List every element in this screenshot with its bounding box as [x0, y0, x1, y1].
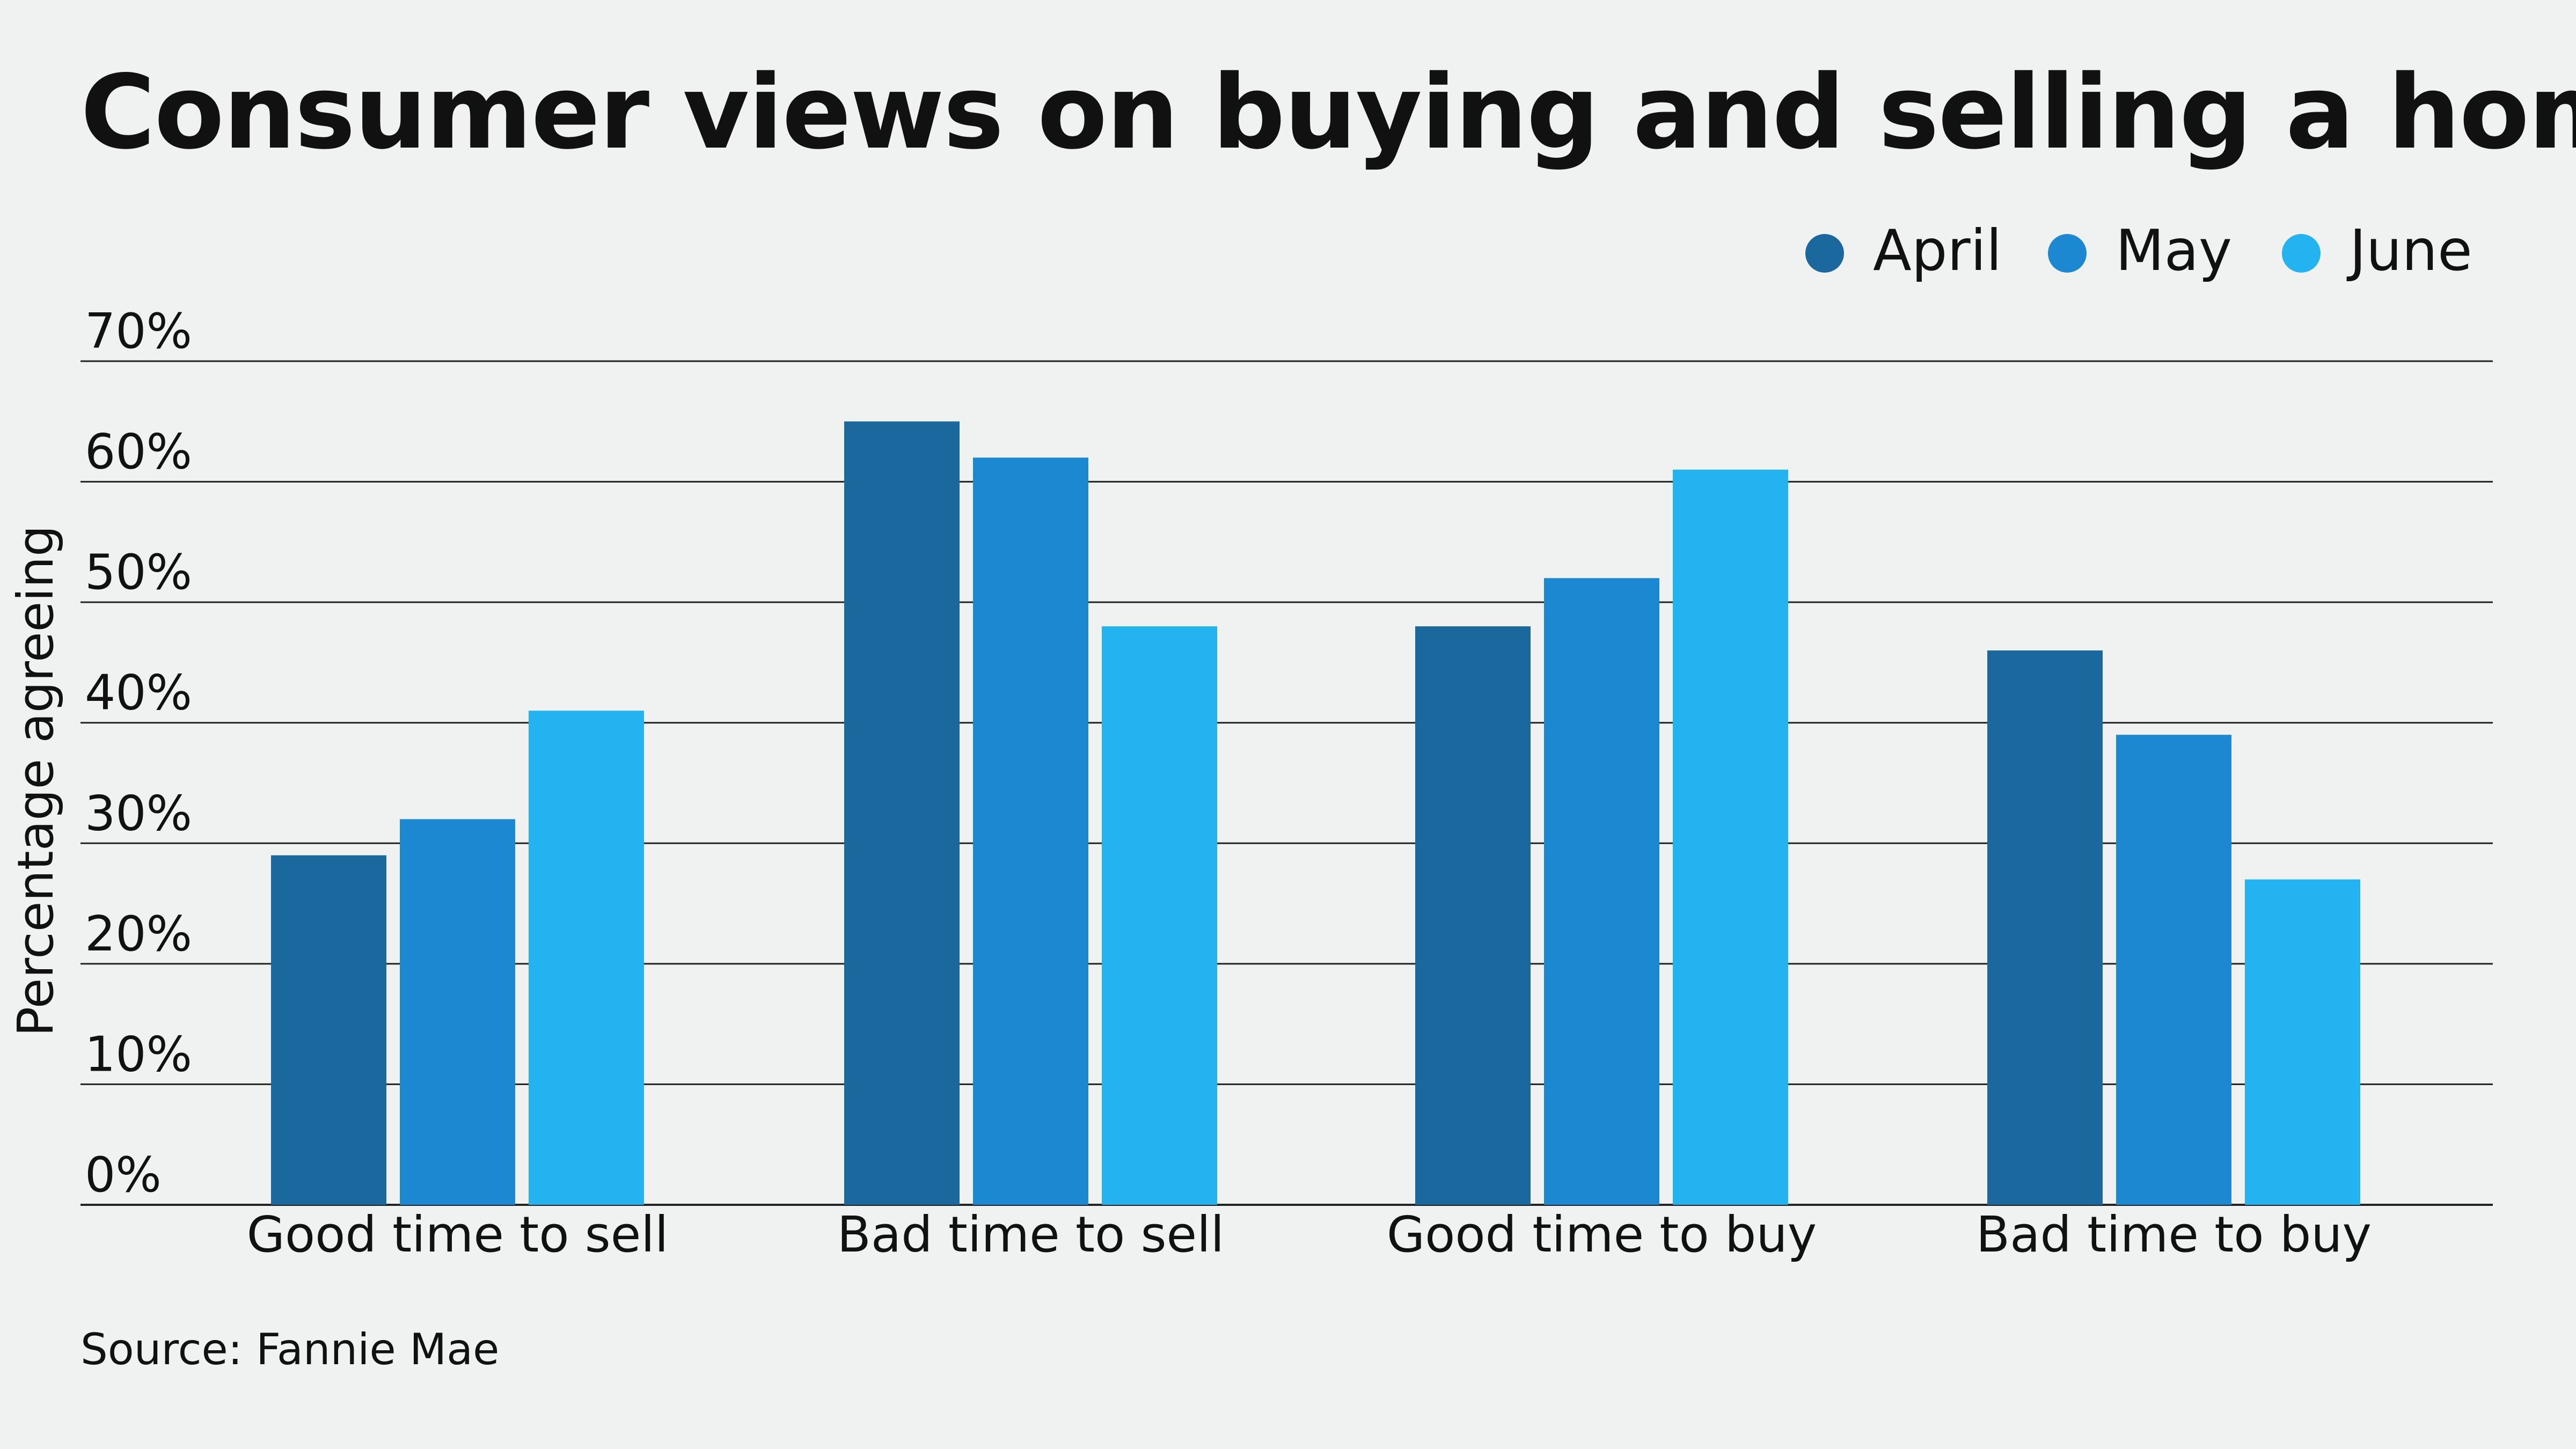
source-note: Source: Fannie Mae: [80, 1324, 500, 1374]
bar-april: [271, 855, 386, 1205]
bar-april: [1415, 626, 1531, 1205]
y-tick-label: 0%: [85, 1147, 162, 1203]
chart-title: Consumer views on buying and selling a h…: [80, 53, 2576, 172]
legend-label: May: [2116, 218, 2232, 283]
y-tick-label: 20%: [85, 906, 192, 962]
legend-marker: [1805, 234, 1844, 273]
bar-may: [400, 819, 515, 1205]
bar-may: [2116, 735, 2231, 1205]
legend-label: April: [1873, 218, 2002, 283]
legend: April May June: [1805, 218, 2472, 283]
y-axis-tick-labels: 0% 10% 20% 30% 40% 50% 60% 70%: [85, 303, 192, 1203]
y-tick-label: 10%: [85, 1026, 192, 1082]
legend-marker: [2048, 234, 2087, 273]
y-tick-label: 30%: [85, 785, 192, 841]
x-tick-label: Bad time to buy: [1976, 1206, 2372, 1263]
bar-june: [2245, 879, 2360, 1205]
legend-label: June: [2346, 218, 2472, 283]
x-axis-tick-labels: Good time to sell Bad time to sell Good ti…: [247, 1206, 2372, 1263]
y-axis-label: Percentage agreeing: [7, 525, 64, 1037]
y-tick-label: 40%: [85, 665, 192, 721]
bar-april: [844, 421, 960, 1205]
bars: [271, 421, 2360, 1205]
bar-june: [1102, 626, 1217, 1205]
bar-june: [1673, 470, 1788, 1205]
bar-april: [1987, 650, 2103, 1205]
bar-june: [529, 711, 644, 1205]
bar-may: [1544, 578, 1659, 1205]
x-tick-label: Good time to sell: [247, 1206, 669, 1263]
bar-may: [973, 457, 1088, 1205]
y-tick-label: 70%: [85, 303, 192, 360]
y-tick-label: 60%: [85, 424, 192, 480]
legend-marker: [2282, 234, 2321, 273]
x-tick-label: Good time to buy: [1387, 1206, 1817, 1263]
y-tick-label: 50%: [85, 544, 192, 601]
x-tick-label: Bad time to sell: [837, 1206, 1225, 1263]
